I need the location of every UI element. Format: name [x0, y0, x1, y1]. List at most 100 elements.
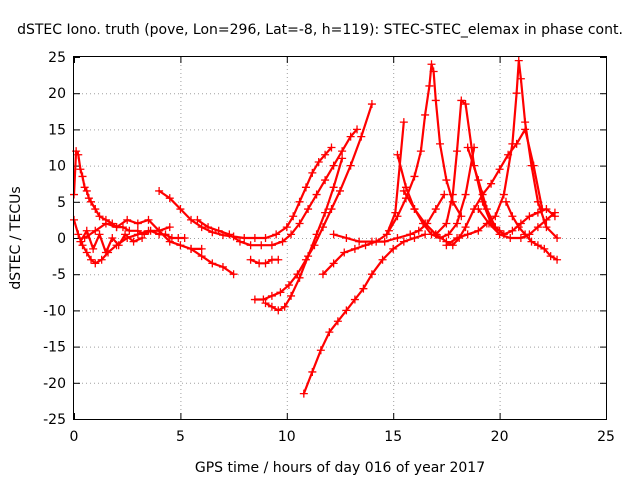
point-4-14 — [295, 197, 304, 206]
point-3-1 — [82, 226, 91, 235]
point-1-5 — [91, 259, 100, 268]
point-12-2 — [355, 237, 364, 246]
point-8-12 — [357, 132, 366, 141]
point-4-16 — [308, 168, 317, 177]
point-11-0 — [318, 270, 327, 279]
point-5-4 — [235, 237, 244, 246]
point-17-15 — [553, 234, 562, 242]
point-1-4 — [87, 255, 96, 264]
point-18-5 — [508, 226, 517, 235]
point-20-0 — [501, 197, 510, 206]
point-10-6 — [350, 295, 359, 304]
point-9-5 — [295, 273, 304, 282]
point-5-13 — [321, 176, 330, 185]
point-17-12 — [527, 161, 536, 170]
point-13-7 — [427, 60, 436, 69]
series-18 — [463, 143, 559, 239]
point-10-12 — [410, 234, 419, 242]
point-19-4 — [516, 234, 525, 242]
point-20-8 — [553, 255, 562, 264]
point-1-10 — [133, 230, 142, 239]
point-5-14 — [329, 161, 338, 170]
point-17-9 — [514, 56, 523, 65]
point-0-23 — [180, 234, 189, 242]
point-6-2 — [208, 259, 217, 268]
point-17-0 — [442, 241, 451, 250]
point-5-3 — [225, 230, 234, 239]
series-12 — [329, 190, 449, 246]
point-0-4 — [78, 172, 87, 181]
point-13-6 — [425, 81, 434, 90]
point-9-3 — [280, 302, 289, 311]
series-line-10 — [302, 233, 427, 395]
y-tick-label-9: 20 — [48, 86, 66, 102]
series-10 — [299, 230, 430, 398]
point-5-17 — [353, 125, 362, 134]
point-15-4 — [442, 219, 451, 228]
point-9-6 — [304, 252, 313, 261]
point-11-8 — [399, 118, 408, 127]
point-4-2 — [176, 205, 185, 214]
point-13-5 — [421, 110, 430, 119]
point-16-8 — [487, 179, 496, 188]
point-2-5 — [133, 219, 142, 228]
point-4-1 — [165, 194, 174, 203]
point-18-0 — [463, 143, 472, 152]
point-19-1 — [484, 219, 493, 228]
y-tick-label-7: 10 — [48, 159, 66, 175]
point-15-7 — [457, 96, 466, 105]
y-tick-label-2: -15 — [43, 340, 66, 356]
point-18-1 — [474, 176, 483, 185]
point-18-8 — [533, 208, 542, 217]
point-15-0 — [399, 186, 408, 195]
point-9-0 — [261, 299, 270, 308]
point-12-0 — [329, 230, 338, 239]
point-19-0 — [474, 205, 483, 214]
point-4-10 — [261, 234, 270, 242]
point-5-12 — [312, 190, 321, 199]
point-11-2 — [340, 248, 349, 257]
point-6-3 — [218, 262, 227, 271]
point-3-6 — [114, 241, 123, 250]
point-8-4 — [284, 281, 293, 290]
series-17 — [442, 56, 562, 250]
point-6-4 — [229, 270, 238, 279]
grid-lines — [74, 57, 606, 419]
point-8-9 — [327, 205, 336, 214]
point-12-10 — [440, 190, 449, 199]
point-7-2 — [261, 259, 270, 268]
series-1 — [70, 215, 174, 268]
point-4-11 — [272, 230, 281, 239]
point-5-11 — [304, 205, 313, 214]
point-0-6 — [82, 186, 91, 195]
y-tick-label-8: 15 — [48, 122, 66, 138]
y-tick-label-1: -20 — [43, 376, 66, 392]
y-tick-label-6: 5 — [57, 195, 66, 211]
point-0-2 — [74, 150, 83, 159]
x-tick-label-5: 25 — [597, 429, 615, 445]
series-6 — [187, 244, 238, 279]
point-17-11 — [521, 118, 530, 127]
point-2-8 — [165, 237, 174, 246]
y-axis-label: dSTEC / TECUs — [8, 186, 24, 289]
point-5-0 — [193, 215, 202, 224]
point-19-6 — [533, 223, 542, 232]
x-tick-label-1: 5 — [176, 429, 185, 445]
series-7 — [246, 255, 283, 268]
point-8-0 — [250, 295, 259, 304]
point-8-2 — [267, 291, 276, 300]
series-line-13 — [387, 63, 463, 232]
point-1-3 — [82, 248, 91, 257]
point-2-2 — [101, 219, 110, 228]
point-17-1 — [453, 234, 462, 242]
series-line-0 — [72, 150, 186, 240]
point-4-15 — [301, 183, 310, 192]
point-3-5 — [108, 234, 117, 242]
point-12-9 — [431, 205, 440, 214]
point-4-0 — [155, 186, 164, 195]
series-4 — [155, 143, 336, 242]
point-20-7 — [546, 252, 555, 261]
point-10-7 — [359, 284, 368, 293]
point-0-8 — [87, 197, 96, 206]
point-17-3 — [474, 226, 483, 235]
